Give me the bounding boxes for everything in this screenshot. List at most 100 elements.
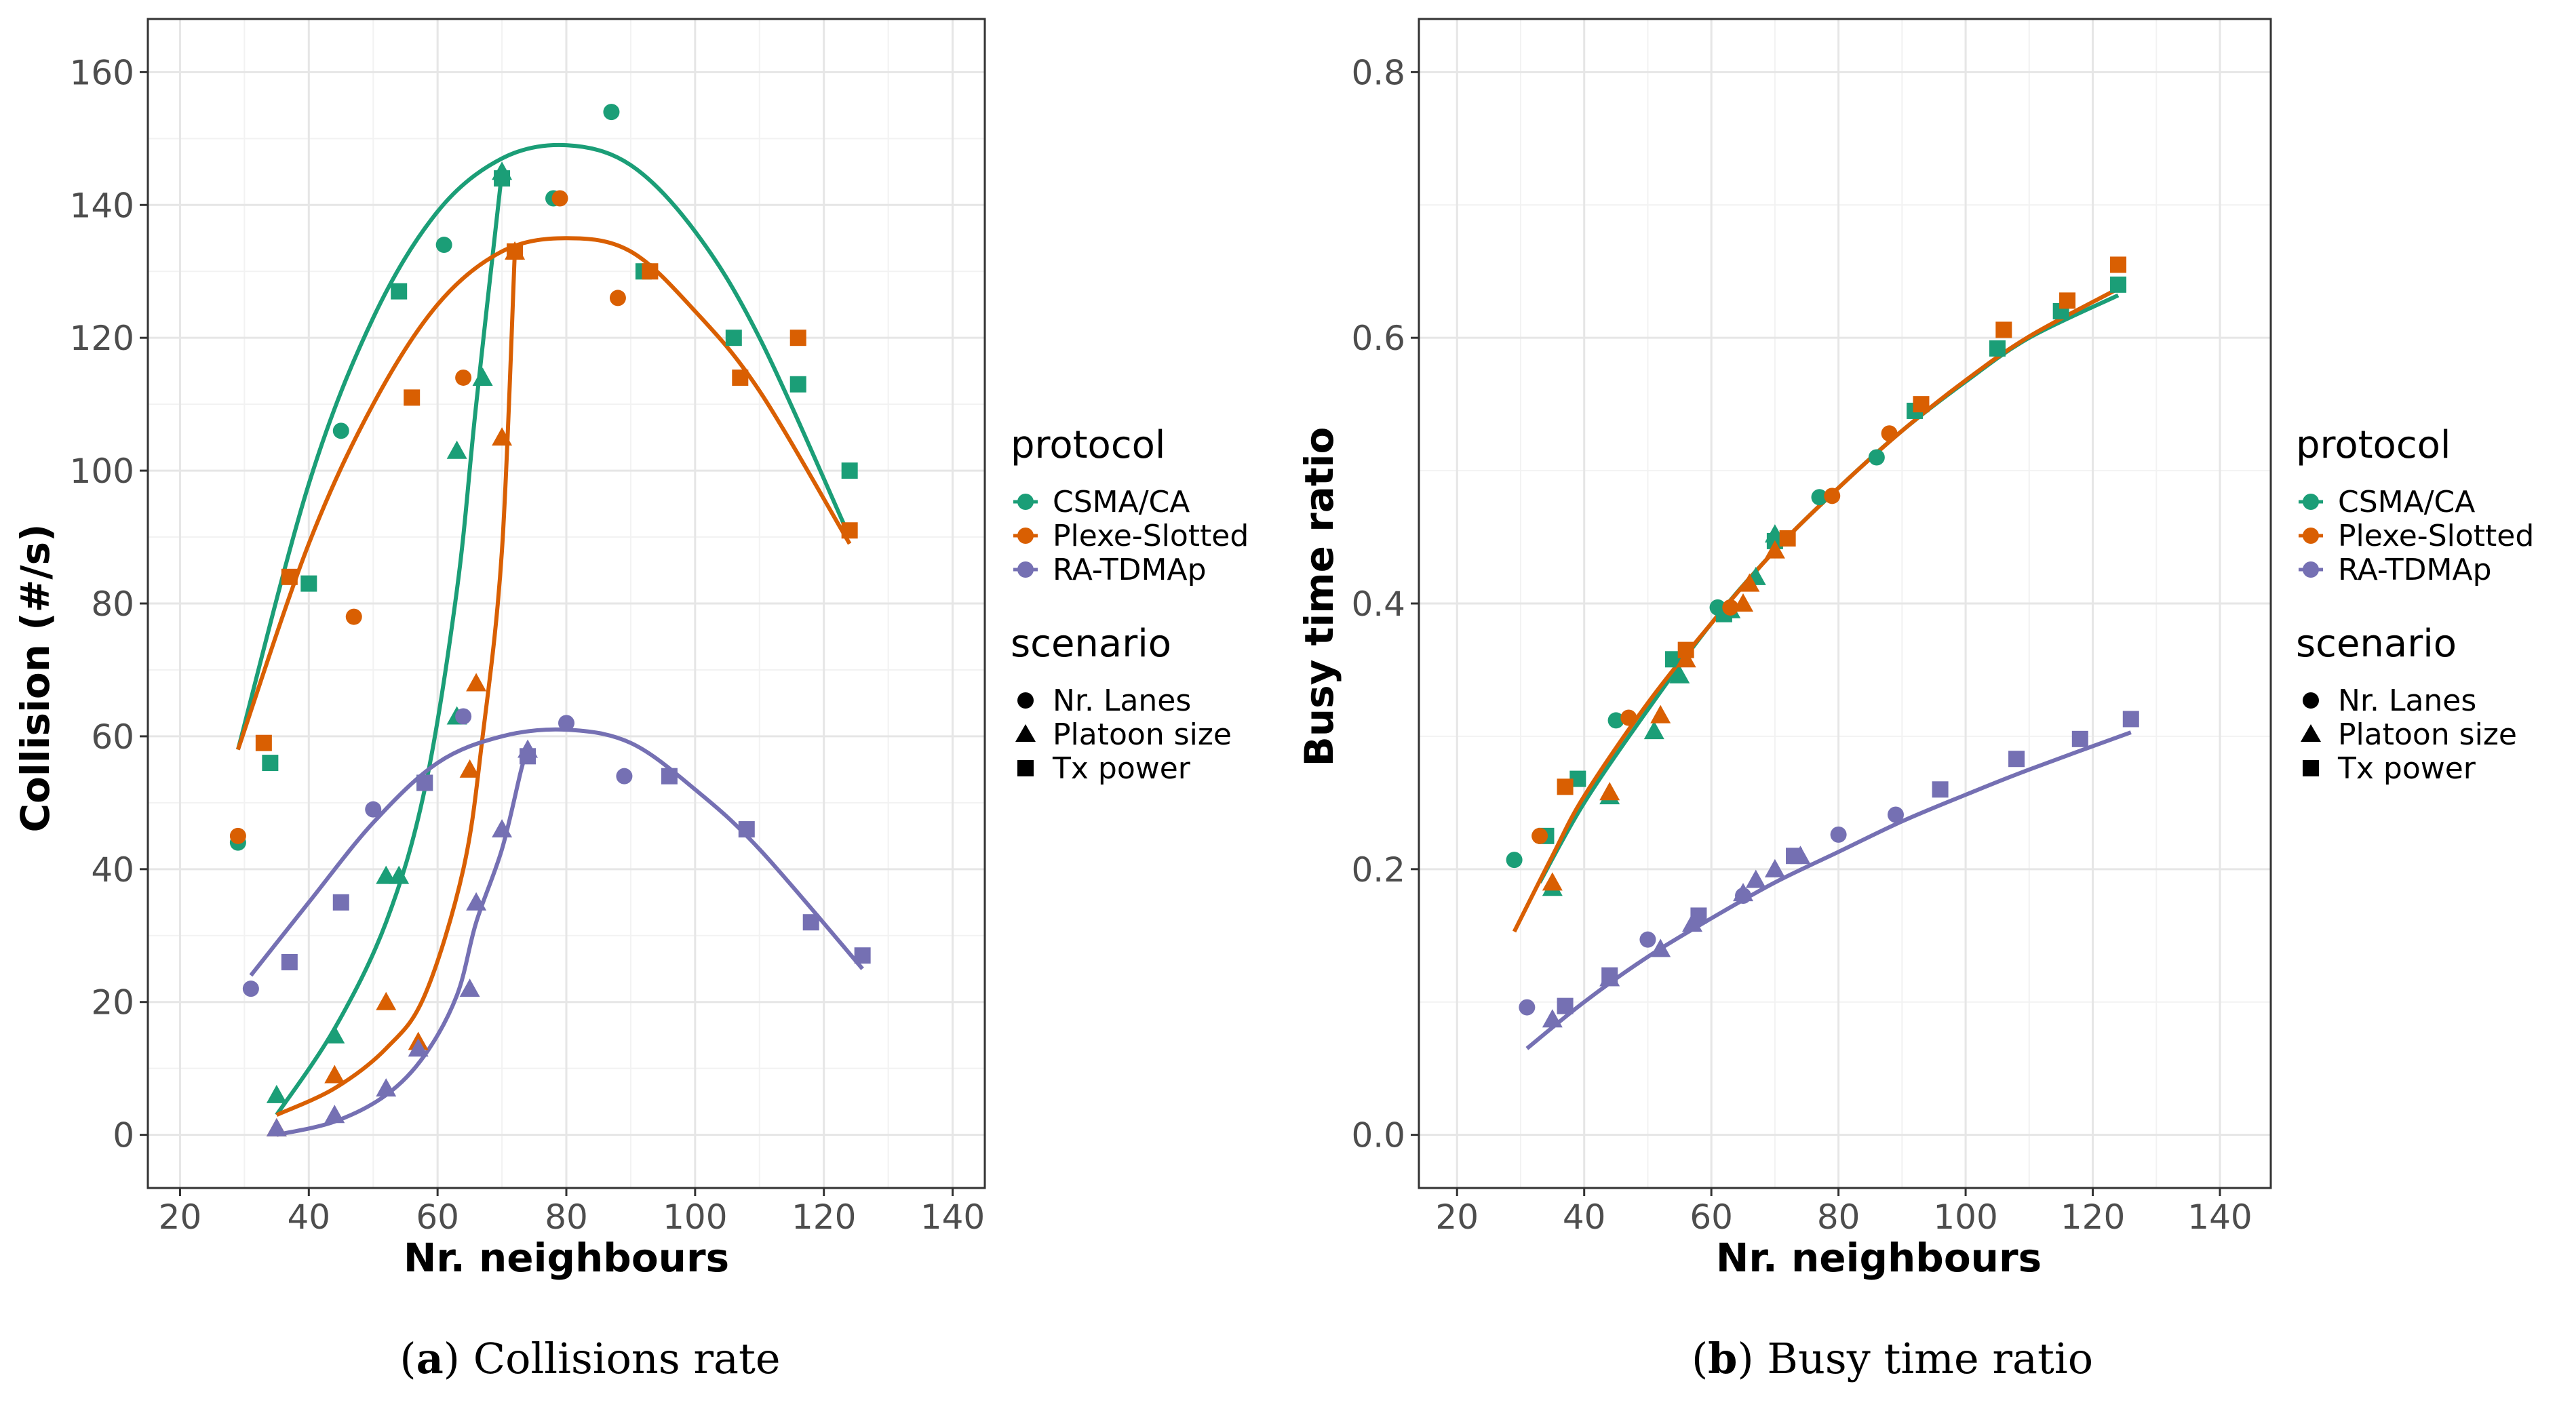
data-point: [324, 1025, 345, 1044]
data-point: [1779, 530, 1796, 547]
data-point: [332, 894, 349, 911]
data-point: [1995, 321, 2012, 338]
caption-busy-time-ratio: (b) Busy time ratio: [1692, 1334, 2093, 1383]
data-point: [1690, 907, 1707, 924]
data-point: [789, 376, 806, 393]
caption-letter: b: [1708, 1334, 1737, 1383]
y-tick-label: 0.8: [1351, 53, 1405, 92]
data-point: [802, 914, 819, 931]
legend-title-scenario: scenario: [1011, 622, 1171, 666]
data-point: [1830, 826, 1847, 843]
data-point: [1989, 340, 2006, 357]
x-tick-label: 20: [1435, 1197, 1479, 1237]
data-point: [2110, 256, 2127, 273]
legend-key-platoon-size: [1015, 724, 1036, 742]
x-tick-label: 40: [1563, 1197, 1606, 1237]
y-tick-label: 120: [70, 319, 134, 358]
data-point: [376, 865, 397, 884]
data-point: [1599, 782, 1620, 801]
data-point: [2071, 730, 2088, 747]
y-tick-label: 0.0: [1351, 1116, 1405, 1155]
data-point: [1881, 425, 1898, 442]
fit-line-plexe-slotted: [275, 251, 518, 1117]
legend-label-platoon-size: Platoon size: [1053, 717, 1232, 752]
data-point: [492, 427, 513, 446]
data-point: [732, 369, 749, 386]
data-point: [492, 819, 513, 838]
legend-key-tx-power: [1017, 760, 1034, 776]
data-point: [841, 462, 858, 479]
y-tick-label: 0.2: [1351, 850, 1405, 890]
legend-key-nr-lanes: [1017, 692, 1034, 709]
caption-open: (: [399, 1334, 416, 1383]
data-point: [324, 1065, 345, 1084]
legend-label-ratdma: RA-TDMAp: [1053, 553, 1207, 587]
data-point: [1739, 573, 1760, 592]
data-point: [603, 104, 620, 121]
legend-key-nr-lanes: [2303, 692, 2319, 709]
legend-label-platoon-size: Platoon size: [2338, 717, 2517, 752]
data-point: [1601, 967, 1618, 984]
data-point: [1932, 781, 1949, 798]
legend-label-plexe: Plexe-Slotted: [2338, 519, 2534, 553]
x-tick-label: 120: [792, 1197, 856, 1237]
data-point: [1913, 396, 1930, 413]
x-tick-label: 60: [416, 1197, 459, 1237]
legend-label-csma: CSMA/CA: [2338, 485, 2475, 519]
y-tick-label: 0.4: [1351, 584, 1405, 624]
data-point: [2122, 711, 2139, 728]
data-point: [738, 821, 755, 838]
data-point: [1764, 540, 1785, 559]
data-point: [229, 827, 246, 844]
x-tick-label: 140: [920, 1197, 985, 1237]
legend-title-scenario: scenario: [2296, 622, 2457, 666]
panel-collisions-rate: 20 40 60 80 100 120 140 0 20 40 60 80 100 120 140 160: [70, 18, 986, 1237]
data-point: [300, 575, 317, 592]
data-point: [1542, 1009, 1563, 1028]
data-point: [642, 263, 659, 280]
data-point: [1677, 641, 1694, 658]
y-tick-label: 160: [70, 53, 134, 92]
x-tick-label: 20: [159, 1197, 202, 1237]
legend-collisions: protocol CSMA/CA Plexe-Slotted RA-TDMAp …: [1011, 423, 1249, 786]
data-point: [455, 369, 472, 386]
data-point: [1824, 488, 1841, 504]
data-point: [281, 568, 298, 585]
data-point: [2110, 276, 2127, 293]
legend-busy-time: protocol CSMA/CA Plexe-Slotted RA-TDMAp …: [2296, 423, 2534, 786]
x-tick-label: 80: [1817, 1197, 1860, 1237]
legend-label-csma: CSMA/CA: [1053, 485, 1190, 519]
data-point: [1669, 665, 1690, 683]
data-point: [466, 892, 487, 911]
x-tick-label: 100: [1933, 1197, 1997, 1237]
data-point: [408, 1038, 429, 1057]
y-tick-label: 100: [70, 452, 134, 491]
y-tick-label: 140: [70, 186, 134, 225]
data-point: [1607, 712, 1624, 729]
y-tick-label: 60: [91, 717, 134, 757]
data-point: [616, 768, 633, 785]
data-point: [1643, 721, 1664, 740]
data-point: [391, 283, 408, 300]
y-axis-title: Collision (#/s): [12, 523, 58, 832]
data-point: [1557, 778, 1574, 795]
data-point: [466, 673, 487, 692]
y-axis-title: Busy time ratio: [1296, 427, 1342, 767]
legend-label-plexe: Plexe-Slotted: [1053, 519, 1249, 553]
grid: [1419, 19, 2271, 1188]
x-tick-label: 40: [287, 1197, 330, 1237]
data-points: [1506, 256, 2139, 1028]
caption-collisions-rate: (a) Collisions rate: [399, 1334, 780, 1383]
data-point: [1811, 489, 1828, 506]
data-point: [435, 237, 452, 254]
data-point: [1519, 999, 1536, 1016]
x-axis-title: Nr. neighbours: [1716, 1235, 2042, 1281]
data-point: [2059, 292, 2076, 309]
data-point: [558, 715, 574, 732]
data-point: [365, 801, 382, 818]
x-tick-label: 100: [663, 1197, 727, 1237]
data-point: [262, 755, 279, 772]
x-axis-title: Nr. neighbours: [404, 1235, 729, 1281]
data-point: [266, 1117, 287, 1136]
data-point: [1542, 872, 1563, 891]
